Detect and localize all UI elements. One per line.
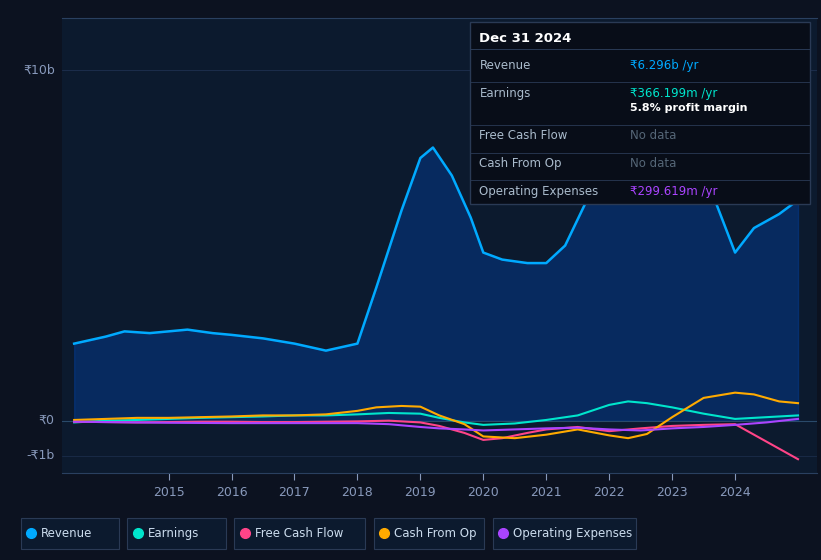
- Text: Dec 31 2024: Dec 31 2024: [479, 31, 572, 45]
- Text: ₹0: ₹0: [39, 414, 55, 427]
- Text: ₹10b: ₹10b: [23, 64, 55, 77]
- Text: Revenue: Revenue: [41, 526, 93, 540]
- Text: Free Cash Flow: Free Cash Flow: [479, 129, 568, 142]
- Text: Free Cash Flow: Free Cash Flow: [255, 526, 343, 540]
- Text: Operating Expenses: Operating Expenses: [479, 185, 599, 198]
- Text: ₹299.619m /yr: ₹299.619m /yr: [630, 185, 718, 198]
- Text: No data: No data: [630, 157, 676, 170]
- Text: Cash From Op: Cash From Op: [394, 526, 476, 540]
- Text: -₹1b: -₹1b: [26, 449, 55, 462]
- Text: 5.8% profit margin: 5.8% profit margin: [630, 103, 747, 113]
- Text: ₹6.296b /yr: ₹6.296b /yr: [630, 59, 698, 72]
- Text: Cash From Op: Cash From Op: [479, 157, 562, 170]
- Text: Earnings: Earnings: [148, 526, 200, 540]
- Text: ₹366.199m /yr: ₹366.199m /yr: [630, 87, 717, 100]
- Text: Revenue: Revenue: [479, 59, 531, 72]
- Text: No data: No data: [630, 129, 676, 142]
- Text: Operating Expenses: Operating Expenses: [513, 526, 632, 540]
- Text: Earnings: Earnings: [479, 87, 531, 100]
